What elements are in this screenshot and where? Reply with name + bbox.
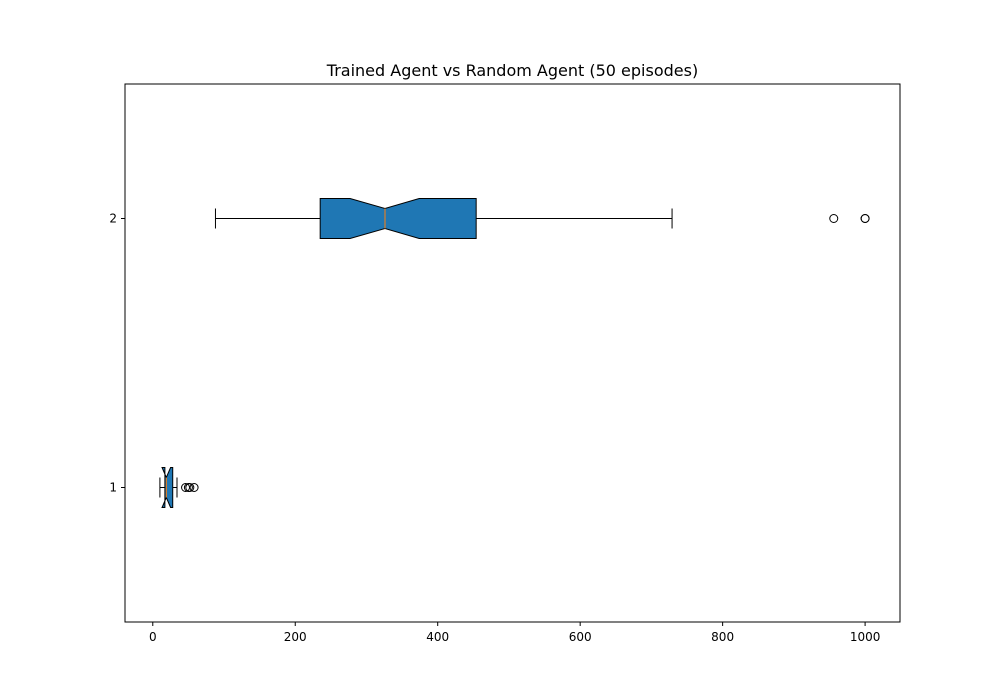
plot-frame bbox=[124, 83, 901, 623]
y-tick-label: 1 bbox=[109, 481, 117, 495]
outlier-point bbox=[860, 214, 870, 223]
x-tick-label: 600 bbox=[569, 630, 592, 644]
chart-title: Trained Agent vs Random Agent (50 episod… bbox=[326, 61, 698, 80]
x-tick-label: 0 bbox=[149, 630, 157, 644]
x-tick-label: 1000 bbox=[850, 630, 881, 644]
outlier-point bbox=[189, 483, 199, 492]
outlier-point bbox=[181, 483, 191, 492]
x-tick-label: 400 bbox=[426, 630, 449, 644]
box bbox=[319, 198, 477, 239]
x-tick-label: 200 bbox=[284, 630, 307, 644]
outlier-point bbox=[185, 483, 195, 492]
outlier-point bbox=[829, 214, 839, 223]
x-tick-label: 800 bbox=[711, 630, 734, 644]
y-tick-label: 2 bbox=[109, 212, 117, 226]
box bbox=[161, 467, 174, 508]
